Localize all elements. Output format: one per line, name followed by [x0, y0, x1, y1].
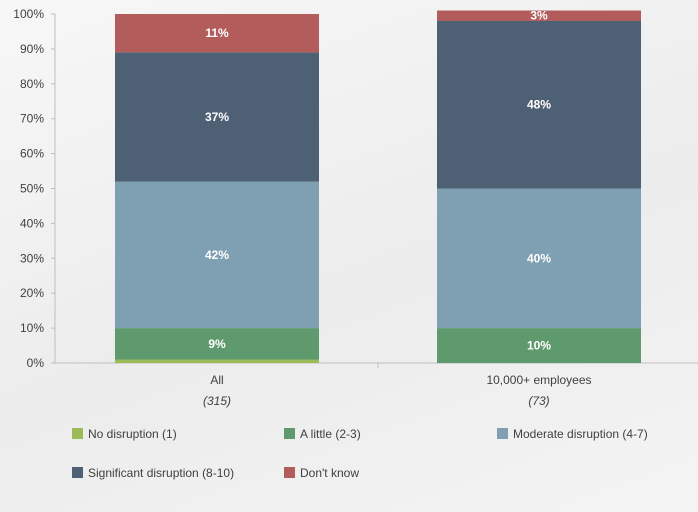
bar-segment	[437, 188, 641, 329]
bar-segment	[115, 14, 319, 53]
bar-segment	[115, 52, 319, 182]
y-tick-label: 60%	[20, 147, 44, 161]
bar-segment	[437, 328, 641, 363]
y-tick-label: 80%	[20, 77, 44, 91]
y-tick-label: 30%	[20, 251, 44, 265]
data-label: 48%	[527, 98, 551, 112]
data-label: 42%	[205, 248, 229, 262]
data-label: 10%	[527, 339, 551, 353]
y-tick-label: 90%	[20, 42, 44, 56]
legend-swatch	[72, 467, 83, 478]
data-label: 3%	[530, 9, 548, 23]
legend-swatch	[72, 428, 83, 439]
legend-label: No disruption (1)	[88, 427, 177, 441]
data-label: 11%	[205, 26, 229, 40]
x-category-count: (315)	[203, 394, 231, 408]
bar-segment	[115, 181, 319, 329]
legend-label: Don't know	[300, 466, 359, 480]
data-label: 40%	[527, 251, 551, 265]
legend-label: Moderate disruption (4-7)	[513, 427, 648, 441]
y-tick-label: 20%	[20, 286, 44, 300]
y-tick-label: 10%	[20, 321, 44, 335]
bar-segment	[437, 20, 641, 189]
x-category-label: All	[210, 373, 223, 387]
y-tick-label: 40%	[20, 216, 44, 230]
y-tick-label: 100%	[13, 7, 44, 21]
bar-segment	[115, 359, 319, 363]
legend-swatch	[284, 428, 295, 439]
legend-label: A little (2-3)	[300, 427, 361, 441]
data-label: 9%	[208, 337, 226, 351]
bar-segment	[115, 328, 319, 360]
y-tick-label: 70%	[20, 112, 44, 126]
legend-swatch	[497, 428, 508, 439]
y-tick-label: 0%	[27, 356, 45, 370]
y-tick-label: 50%	[20, 182, 44, 196]
data-label: 37%	[205, 110, 229, 124]
legend-swatch	[284, 467, 295, 478]
legend-label: Significant disruption (8-10)	[88, 466, 234, 480]
x-category-count: (73)	[528, 394, 549, 408]
x-category-label: 10,000+ employees	[486, 373, 591, 387]
bar-segment	[437, 10, 641, 21]
